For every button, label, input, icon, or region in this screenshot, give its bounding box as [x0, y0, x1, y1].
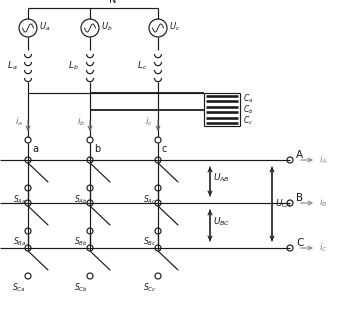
Text: $U_a$: $U_a$	[39, 21, 50, 33]
Text: $i_a$: $i_a$	[15, 116, 23, 128]
Text: C: C	[296, 238, 303, 248]
Text: $i_A$: $i_A$	[319, 154, 327, 166]
Text: a: a	[32, 144, 38, 154]
Text: $i_C$: $i_C$	[319, 242, 328, 254]
Text: $S_{Ab}$: $S_{Ab}$	[74, 193, 88, 205]
Text: $C_c$: $C_c$	[243, 114, 253, 127]
Text: $U_{BC}$: $U_{BC}$	[213, 215, 231, 228]
Text: $S_{Ba}$: $S_{Ba}$	[13, 236, 26, 248]
Text: $S_{Cc}$: $S_{Cc}$	[143, 281, 156, 294]
Text: $S_{Ac}$: $S_{Ac}$	[143, 193, 156, 205]
Text: $C_b$: $C_b$	[243, 103, 253, 116]
Text: $L_c$: $L_c$	[136, 60, 147, 72]
Text: $U_b$: $U_b$	[101, 21, 113, 33]
Text: $i_c$: $i_c$	[145, 116, 153, 128]
Text: $S_{Cb}$: $S_{Cb}$	[74, 281, 88, 294]
Text: $S_{Bb}$: $S_{Bb}$	[74, 236, 88, 248]
Text: $U_{AB}$: $U_{AB}$	[213, 171, 230, 184]
Text: $L_b$: $L_b$	[68, 60, 79, 72]
Text: $i_B$: $i_B$	[319, 197, 327, 209]
Text: A: A	[296, 150, 303, 160]
Text: $C_a$: $C_a$	[243, 92, 253, 105]
Text: c: c	[162, 144, 167, 154]
Text: b: b	[94, 144, 100, 154]
Text: $i_b$: $i_b$	[77, 116, 85, 128]
Text: $S_{Ca}$: $S_{Ca}$	[13, 281, 26, 294]
Text: $U_{CA}$: $U_{CA}$	[275, 198, 292, 210]
Text: N: N	[109, 0, 117, 5]
Text: $S_{Aa}$: $S_{Aa}$	[13, 193, 26, 205]
Text: $U_c$: $U_c$	[169, 21, 180, 33]
Text: B: B	[296, 193, 303, 203]
Text: $S_{Bc}$: $S_{Bc}$	[143, 236, 156, 248]
Text: $L_a$: $L_a$	[6, 60, 17, 72]
